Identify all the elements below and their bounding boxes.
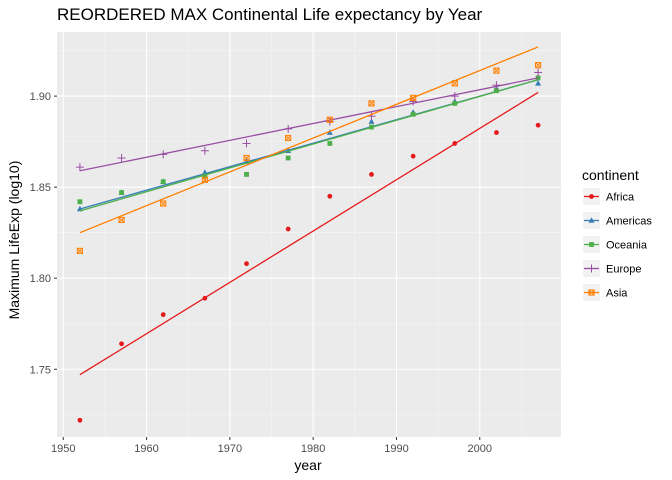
- x-tick-label: 1970: [218, 443, 242, 455]
- africa-point: [369, 172, 374, 177]
- legend-item-asia: Asia: [583, 284, 628, 301]
- europe-point: [409, 97, 418, 106]
- y-axis: 1.75 1.80 1.85 1.90: [30, 91, 57, 376]
- europe-trend-line: [79, 77, 539, 172]
- legend-item-africa: Africa: [583, 188, 635, 205]
- legend-key-marker: [587, 264, 596, 273]
- y-axis-title: Maximum LifeExp (log10): [6, 161, 22, 320]
- y-tick-label: 1.75: [30, 364, 51, 376]
- legend-label: Americas: [606, 216, 652, 228]
- legend-item-americas: Americas: [583, 212, 652, 229]
- x-tick-label: 1960: [134, 443, 158, 455]
- legend-key-marker: [588, 217, 595, 223]
- oceania-point: [244, 172, 249, 177]
- asia-point: [534, 62, 542, 69]
- legend-key-marker: [589, 242, 594, 247]
- series-oceania: [77, 75, 541, 212]
- y-tick-label: 1.80: [30, 273, 51, 285]
- oceania-point: [494, 88, 499, 94]
- x-axis-title: year: [294, 457, 322, 473]
- series-asia: [76, 46, 542, 254]
- legend-label: Europe: [606, 264, 641, 276]
- asia-point: [76, 247, 84, 254]
- oceania-point: [285, 155, 291, 161]
- asia-point: [118, 216, 125, 224]
- legend-key-marker: [589, 194, 594, 199]
- asia-point: [160, 200, 167, 207]
- americas-point: [368, 118, 375, 124]
- plot-panel: [57, 32, 561, 437]
- africa-point: [119, 341, 124, 347]
- panel-background: [57, 32, 561, 437]
- europe-point: [242, 139, 251, 148]
- asia-point: [285, 134, 292, 142]
- asia-point: [243, 154, 250, 162]
- oceania-point: [202, 173, 208, 179]
- oceania-point: [77, 199, 83, 205]
- oceania-point: [410, 111, 416, 117]
- europe-point: [117, 154, 126, 163]
- europe-point: [75, 163, 84, 172]
- africa-point: [410, 153, 416, 159]
- legend-item-oceania: Oceania: [583, 236, 648, 253]
- x-axis: 1950 1960 1970 1980 1990 2000: [51, 437, 492, 455]
- x-tick-label: 1990: [384, 443, 408, 455]
- legend-label: Asia: [606, 288, 628, 300]
- africa-trend-line: [79, 91, 539, 376]
- legend-label: Africa: [606, 192, 635, 204]
- africa-point: [77, 417, 83, 423]
- x-tick-label: 2000: [468, 443, 492, 455]
- oceania-point: [119, 190, 124, 196]
- europe-point: [534, 68, 543, 77]
- x-tick-label: 1950: [51, 443, 75, 455]
- europe-point: [450, 92, 459, 101]
- legend: continent Africa Americas Oceania Europe Asi…: [582, 167, 652, 301]
- asia-trend-line: [79, 46, 539, 234]
- legend-item-europe: Europe: [583, 260, 641, 277]
- legend-title: continent: [582, 167, 639, 183]
- oceania-point: [327, 141, 333, 146]
- oceania-point: [160, 179, 166, 185]
- asia-point: [368, 100, 375, 107]
- oceania-trend-line: [79, 79, 539, 212]
- americas-point: [535, 80, 542, 86]
- asia-point: [326, 116, 333, 123]
- africa-point: [494, 130, 499, 135]
- europe-point: [200, 146, 209, 155]
- africa-point: [285, 226, 291, 232]
- legend-label: Oceania: [606, 240, 648, 252]
- y-tick-label: 1.90: [30, 91, 51, 103]
- africa-point: [535, 122, 541, 128]
- africa-point: [244, 261, 249, 267]
- x-tick-label: 1980: [301, 443, 325, 455]
- y-tick-label: 1.85: [30, 182, 51, 194]
- series-africa: [77, 91, 541, 423]
- oceania-point: [535, 75, 541, 81]
- series-europe: [75, 68, 543, 172]
- chart-title: REORDERED MAX Continental Life expectanc…: [57, 5, 483, 24]
- legend-key-marker: [588, 289, 595, 296]
- asia-point: [493, 67, 500, 74]
- africa-point: [327, 193, 333, 199]
- africa-point: [160, 312, 166, 318]
